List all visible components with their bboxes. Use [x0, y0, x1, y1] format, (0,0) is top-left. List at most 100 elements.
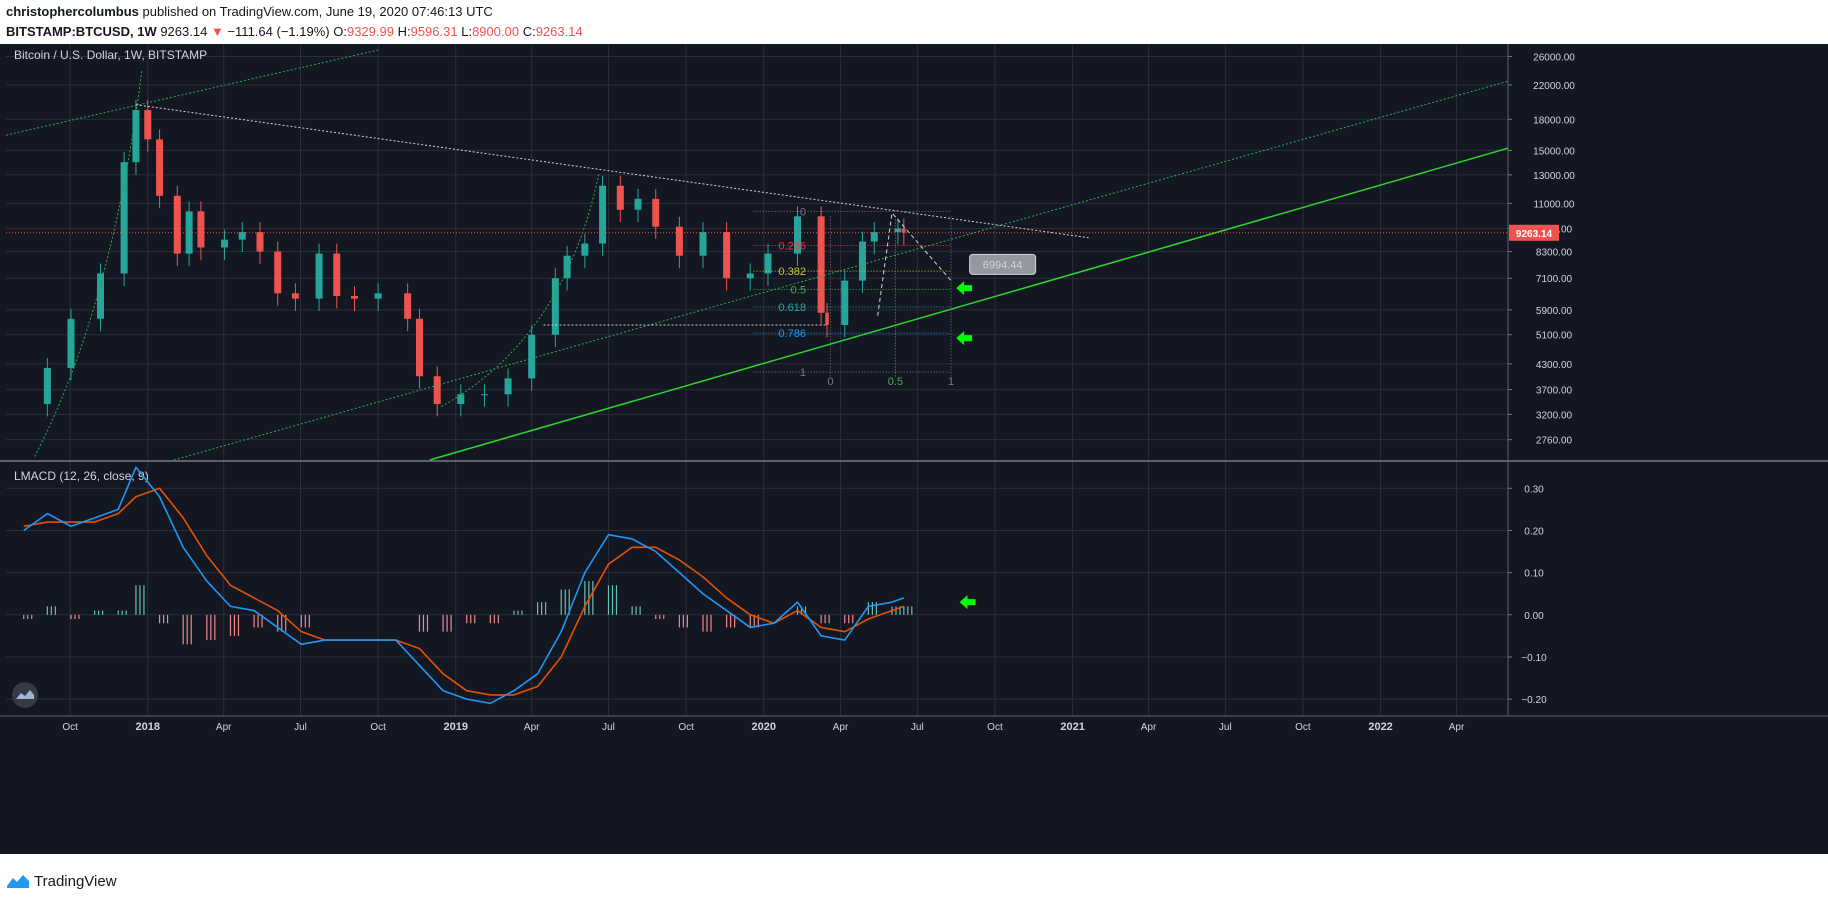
candle-body: [894, 228, 902, 233]
target-callout: [969, 253, 1037, 275]
candle-body: [652, 198, 660, 227]
green-arrow-icon: [956, 281, 973, 296]
candle-body: [374, 293, 382, 299]
fib-level-label: 0.618: [778, 302, 806, 314]
candle-body: [415, 318, 423, 377]
candle-body: [480, 394, 488, 396]
candle-body: [581, 243, 589, 256]
chart-canvas[interactable]: Oct 2018 Apr Jul Oct 2019 Apr Jul Oct 2020 Apr Jul O…: [0, 44, 1828, 854]
fib-retracement: 0 0.236 0.382 0.5 0.618 0.786 1 0 0.5 1 6994.44: [753, 206, 1037, 388]
chart-background: [0, 44, 1828, 854]
x-tick-label: Oct: [1295, 722, 1311, 733]
candle-body: [825, 312, 829, 325]
candle-body: [43, 367, 51, 405]
last-price-badge: [1509, 224, 1559, 241]
author-name[interactable]: christophercolumbus: [6, 4, 139, 19]
candle-body: [197, 211, 205, 248]
candle-body: [256, 232, 264, 252]
macd-line: [23, 466, 905, 705]
candle-body: [221, 239, 229, 248]
fib-level-label: 0.5: [791, 284, 806, 296]
down-triangle-icon: ▼: [210, 24, 224, 39]
y-tick-label: 3200.00: [1536, 410, 1573, 421]
candle-body: [504, 378, 512, 395]
y-tick-label: 15000.00: [1533, 146, 1575, 157]
macd-y-tick-label: 0.00: [1524, 611, 1544, 622]
parabolic-curve-2017: [34, 70, 143, 457]
main-pane-title: Bitcoin / U.S. Dollar, 1W, BITSTAMP: [14, 48, 207, 62]
x-tick-label: Oct: [62, 722, 78, 733]
x-tick-label: 2022: [1368, 721, 1392, 733]
candle-body: [291, 293, 299, 299]
y-tick-label: 8300.00: [1536, 248, 1573, 259]
macd-y-tick-label: 0.20: [1524, 526, 1544, 537]
candles: [43, 100, 906, 417]
fib-level-label: 1: [800, 367, 806, 379]
fib-time-label: 1: [948, 376, 954, 388]
tradingview-watermark-icon: [12, 682, 38, 708]
candle-body: [794, 216, 802, 254]
high-value: 9596.31: [410, 24, 458, 39]
y-tick-label: 4300.00: [1536, 360, 1573, 371]
drawings: 9263.14: [5, 49, 1559, 461]
x-tick-label: Apr: [524, 722, 540, 733]
grid-lines: [6, 44, 1508, 716]
y-tick-label: 26000.00: [1533, 52, 1575, 63]
candle-body: [433, 376, 441, 405]
y-tick-label: 2760.00: [1536, 436, 1573, 447]
candle-body: [132, 110, 140, 163]
green-arrow-icon: [956, 331, 973, 346]
last-price: 9263.14: [160, 24, 208, 39]
symbol-label: BITSTAMP:BTCUSD, 1W: [6, 24, 157, 39]
open-value: 9329.99: [346, 24, 394, 39]
ohlc-line: BITSTAMP:BTCUSD, 1W 9263.14 ▼ −111.64 (−…: [6, 24, 1822, 40]
x-tick-label: Oct: [987, 722, 1003, 733]
fib-time-label: 0.5: [888, 376, 903, 388]
fib-level-label: 0.382: [778, 266, 806, 278]
y-tick-label: 5900.00: [1536, 306, 1573, 317]
y-tick-label: 5100.00: [1536, 331, 1573, 342]
candle-body: [333, 253, 341, 296]
x-tick-label: 2019: [444, 721, 468, 733]
x-tick-label: Apr: [216, 722, 232, 733]
x-tick-label: Jul: [911, 722, 924, 733]
y-tick-label: 11000.00: [1534, 199, 1575, 210]
macd-pane: [23, 466, 913, 705]
green-arrow-icon: [959, 595, 976, 610]
macd-y-tick-label: −0.20: [1521, 695, 1547, 706]
x-tick-label: Apr: [1141, 722, 1157, 733]
chart-area[interactable]: Oct 2018 Apr Jul Oct 2019 Apr Jul Oct 2020 Apr Jul O…: [0, 44, 1828, 854]
candle-body: [238, 232, 246, 240]
fib-level-label: 0.236: [778, 240, 806, 252]
x-tick-label: Jul: [602, 722, 615, 733]
y-tick-label: 18000.00: [1533, 115, 1575, 126]
macd-y-tick-label: 0.10: [1524, 569, 1544, 580]
candle-body: [97, 273, 105, 319]
candle-body: [144, 110, 152, 140]
tradingview-logo-icon[interactable]: [6, 872, 30, 890]
candle-body: [156, 139, 164, 196]
resistance-line: [135, 104, 1089, 239]
x-tick-label: 2020: [752, 721, 776, 733]
last-price-label: 9263.14: [1516, 229, 1553, 240]
candle-body: [817, 216, 825, 313]
candle-body: [699, 232, 707, 256]
brand-name[interactable]: TradingView: [34, 873, 117, 890]
macd-y-tick-label: −0.10: [1521, 653, 1547, 664]
x-tick-label: Apr: [1449, 722, 1465, 733]
low-value: 8900.00: [472, 24, 520, 39]
projection-path: [877, 211, 952, 316]
watermark-circle: [12, 682, 38, 708]
publish-line: christophercolumbus published on Trading…: [6, 4, 1822, 20]
trend-line-channel: [173, 80, 1509, 461]
candle-body: [67, 318, 75, 368]
y-tick-label: 13000.00: [1533, 171, 1575, 182]
fib-level-label: 0.786: [778, 328, 806, 340]
candle-body: [563, 255, 571, 279]
candle-body: [315, 253, 323, 299]
macd-pane-title: LMACD (12, 26, close, 9): [14, 469, 149, 483]
candle-body: [841, 280, 849, 325]
candle-body: [457, 394, 465, 405]
candle-body: [723, 232, 731, 279]
trend-line-support: [429, 147, 1509, 461]
